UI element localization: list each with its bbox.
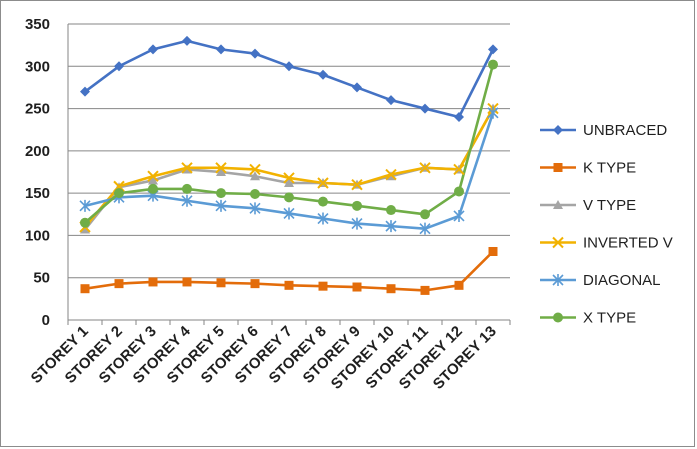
legend-label: DIAGONAL (583, 272, 661, 289)
data-point-inverted-v (453, 163, 465, 176)
legend-marker (553, 200, 563, 209)
legend-label: K TYPE (583, 160, 636, 177)
series-lines (83, 39, 495, 292)
legend: UNBRACED K TYPE V TYPE INVERTED V DIAGONAL X … (540, 122, 673, 327)
data-point-unbraced (454, 112, 464, 123)
data-point-inverted-v (283, 172, 295, 184)
legend-label: X TYPE (583, 310, 636, 327)
y-tick-label: 200 (25, 143, 50, 160)
data-point-k-type (250, 279, 260, 289)
data-point-x-type (182, 183, 192, 194)
data-point-diagonal (317, 212, 329, 225)
data-point-unbraced (148, 44, 158, 55)
data-point-k-type (80, 284, 90, 294)
y-tick-label: 250 (25, 101, 50, 118)
data-point-unbraced (318, 69, 328, 80)
data-point-v-type (284, 177, 294, 187)
data-point-v-type (148, 175, 158, 185)
y-tick-label: 150 (25, 185, 50, 202)
data-point-v-type (216, 167, 226, 176)
data-point-diagonal (487, 106, 499, 119)
y-tick-label: 300 (25, 58, 50, 75)
data-point-diagonal (283, 207, 295, 220)
data-point-unbraced (216, 44, 226, 55)
data-point-x-type (318, 196, 328, 207)
data-point-diagonal (249, 202, 261, 215)
legend-marker (553, 163, 563, 172)
data-point-x-type (488, 59, 498, 70)
series-markers (79, 35, 499, 295)
data-point-x-type (420, 209, 430, 220)
data-point-k-type (182, 277, 192, 287)
legend-item-x-type: X TYPE (540, 310, 636, 327)
y-tick-label: 50 (33, 270, 50, 287)
data-point-diagonal (215, 199, 227, 212)
series-line-unbraced (84, 39, 495, 119)
data-point-k-type (216, 278, 226, 288)
data-point-k-type (114, 279, 124, 289)
legend-marker (552, 274, 564, 286)
data-point-diagonal (419, 222, 431, 235)
data-point-unbraced (420, 103, 430, 114)
legend-item-inverted-v: INVERTED V (540, 235, 673, 252)
data-point-inverted-v (215, 162, 227, 174)
data-point-x-type (352, 200, 362, 211)
data-point-unbraced (182, 35, 192, 46)
data-point-unbraced (386, 95, 396, 106)
y-tick-label: 0 (42, 312, 50, 329)
legend-marker (553, 125, 563, 135)
data-point-inverted-v (385, 168, 397, 181)
data-point-inverted-v (249, 163, 261, 176)
data-point-k-type (454, 280, 464, 290)
legend-item-v-type: V TYPE (540, 197, 636, 214)
data-point-x-type (114, 188, 124, 199)
legend-label: V TYPE (583, 197, 636, 214)
data-point-unbraced (114, 61, 124, 72)
data-point-diagonal (79, 199, 91, 212)
data-point-x-type (250, 188, 260, 199)
y-axis: 0 50 100 150 200 250 300 350 (25, 16, 69, 329)
data-point-x-type (80, 217, 90, 228)
data-point-x-type (454, 186, 464, 197)
data-point-x-type (386, 205, 396, 216)
y-tick-label: 100 (25, 227, 50, 244)
data-point-k-type (420, 285, 430, 295)
data-point-inverted-v (147, 170, 159, 182)
data-point-x-type (216, 188, 226, 199)
legend-label: INVERTED V (583, 235, 673, 252)
legend-marker (552, 236, 564, 249)
data-point-k-type (284, 280, 294, 290)
data-point-inverted-v (351, 178, 363, 191)
data-point-k-type (148, 277, 158, 287)
y-tick-label: 350 (25, 16, 50, 33)
data-point-unbraced (250, 48, 260, 59)
data-point-v-type (250, 171, 260, 181)
data-point-v-type (80, 224, 90, 234)
data-point-inverted-v (181, 162, 193, 174)
data-point-diagonal (351, 217, 363, 230)
data-point-unbraced (284, 61, 294, 72)
legend-item-unbraced: UNBRACED (540, 122, 667, 139)
data-point-diagonal (181, 194, 193, 207)
data-point-diagonal (385, 220, 397, 233)
data-point-x-type (284, 192, 294, 203)
data-point-unbraced (488, 44, 498, 55)
data-point-unbraced (80, 86, 90, 97)
legend-marker (553, 312, 563, 323)
data-point-diagonal (453, 209, 465, 222)
data-point-k-type (488, 246, 498, 256)
legend-item-diagonal: DIAGONAL (540, 272, 661, 289)
data-point-k-type (318, 281, 328, 291)
data-point-unbraced (352, 82, 362, 93)
data-point-k-type (352, 282, 362, 292)
data-point-inverted-v (317, 177, 329, 189)
legend-item-k-type: K TYPE (540, 160, 636, 177)
data-point-x-type (148, 183, 158, 194)
data-point-inverted-v (419, 162, 431, 174)
data-point-k-type (386, 284, 396, 294)
legend-label: UNBRACED (583, 122, 667, 139)
